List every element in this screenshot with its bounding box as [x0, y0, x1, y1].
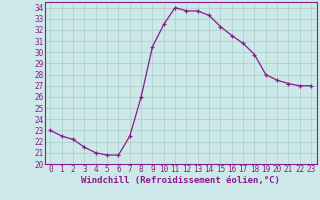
X-axis label: Windchill (Refroidissement éolien,°C): Windchill (Refroidissement éolien,°C): [81, 176, 280, 185]
